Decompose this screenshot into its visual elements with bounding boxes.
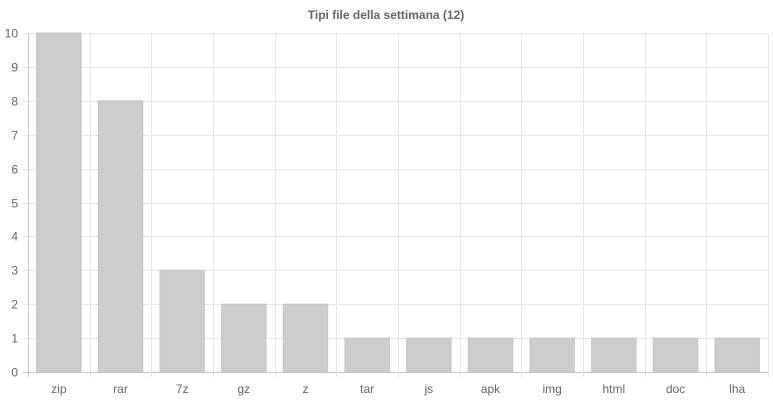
x-tick-label: img [542,382,561,396]
bar-doc[interactable] [652,337,699,373]
y-tick-label: 10 [5,27,19,41]
bar-lha[interactable] [714,337,760,373]
bar-img[interactable] [529,337,575,373]
bar-7z[interactable] [159,269,205,373]
bar-rar[interactable] [97,100,144,373]
bars [36,32,760,373]
y-tick-label: 7 [11,129,18,143]
bar-tar[interactable] [344,337,390,373]
x-tick-label: 7z [176,382,189,396]
y-tick-label: 8 [11,95,18,109]
x-tick-label: tar [360,382,374,396]
y-tick-label: 1 [11,332,18,346]
bar-gz[interactable] [221,303,267,373]
x-tick-label: js [423,382,433,396]
grid-lines [23,33,769,377]
x-tick-label: gz [237,382,250,396]
x-tick-label: z [303,382,309,396]
y-tick-label: 0 [11,366,18,380]
x-axis-ticks: zip rar 7z gz z tar js apk img html doc lha [51,382,745,396]
x-tick-label: zip [51,382,67,396]
bar-js[interactable] [406,337,452,373]
chart-title: Tipi file della settimana (12) [308,8,465,22]
y-tick-label: 4 [11,230,18,244]
x-tick-label: rar [113,382,128,396]
y-axis-ticks: 0 1 2 3 4 5 6 7 8 9 10 [5,27,19,380]
bar-apk[interactable] [467,337,514,373]
y-tick-label: 2 [11,298,18,312]
x-tick-label: doc [666,382,685,396]
bar-z[interactable] [282,303,329,373]
bar-html[interactable] [591,337,637,373]
y-tick-label: 5 [11,197,18,211]
y-tick-label: 3 [11,264,18,278]
x-tick-label: lha [729,382,745,396]
bar-zip[interactable] [36,32,82,373]
x-tick-label: html [602,382,625,396]
x-tick-label: apk [481,382,501,396]
y-tick-label: 6 [11,163,18,177]
y-tick-label: 9 [11,61,18,75]
